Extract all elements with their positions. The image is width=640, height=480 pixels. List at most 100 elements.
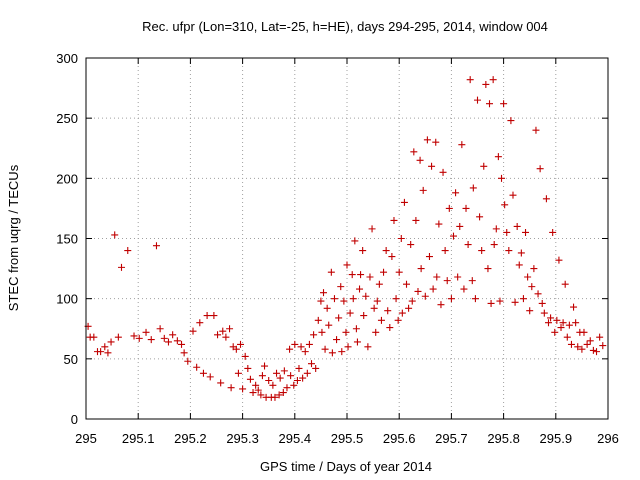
data-point bbox=[555, 256, 563, 264]
data-point bbox=[394, 316, 402, 324]
y-tick-label: 100 bbox=[56, 292, 78, 307]
data-point bbox=[433, 273, 441, 281]
data-point bbox=[310, 331, 318, 339]
x-tick-label: 295 bbox=[75, 431, 97, 446]
data-point bbox=[297, 343, 305, 351]
data-point bbox=[403, 280, 411, 288]
data-point bbox=[344, 343, 352, 351]
data-point bbox=[241, 352, 249, 360]
data-point bbox=[496, 297, 504, 305]
data-point bbox=[500, 100, 508, 108]
data-point bbox=[435, 220, 443, 228]
data-point bbox=[538, 299, 546, 307]
data-point bbox=[237, 340, 245, 348]
data-point bbox=[511, 298, 519, 306]
data-point bbox=[447, 295, 455, 303]
data-point bbox=[328, 349, 336, 357]
data-point bbox=[273, 369, 281, 377]
data-point bbox=[423, 136, 431, 144]
data-point bbox=[135, 334, 143, 342]
data-point bbox=[217, 379, 225, 387]
data-point bbox=[244, 364, 252, 372]
data-point bbox=[295, 364, 303, 372]
data-point bbox=[351, 237, 359, 245]
data-point bbox=[513, 222, 521, 230]
data-point bbox=[357, 271, 365, 279]
data-point bbox=[469, 184, 477, 192]
data-point bbox=[561, 280, 569, 288]
data-point bbox=[441, 247, 449, 255]
data-point bbox=[124, 247, 132, 255]
data-point bbox=[519, 295, 527, 303]
data-point bbox=[104, 349, 112, 357]
data-point bbox=[340, 297, 348, 305]
data-point bbox=[290, 381, 298, 389]
data-point bbox=[432, 138, 440, 146]
data-point bbox=[293, 376, 301, 384]
data-point bbox=[486, 100, 494, 108]
data-point bbox=[542, 195, 550, 203]
data-point bbox=[384, 307, 392, 315]
data-point bbox=[226, 325, 234, 333]
data-point bbox=[308, 360, 316, 368]
data-point bbox=[178, 340, 186, 348]
data-point bbox=[323, 304, 331, 312]
data-point bbox=[362, 292, 370, 300]
x-tick-label: 295.5 bbox=[331, 431, 364, 446]
x-tick-label: 295.8 bbox=[487, 431, 520, 446]
data-point bbox=[565, 321, 573, 329]
data-point bbox=[449, 232, 457, 240]
data-point bbox=[286, 345, 294, 353]
data-point bbox=[338, 348, 346, 356]
data-point bbox=[398, 309, 406, 317]
data-point bbox=[299, 374, 307, 382]
data-point bbox=[462, 204, 470, 212]
data-point bbox=[330, 295, 338, 303]
data-point bbox=[321, 345, 329, 353]
data-point bbox=[352, 325, 360, 333]
data-point bbox=[419, 186, 427, 194]
data-point bbox=[567, 340, 575, 348]
data-point bbox=[478, 247, 486, 255]
data-point bbox=[372, 328, 380, 336]
data-point bbox=[111, 231, 119, 239]
data-point bbox=[596, 333, 604, 341]
data-point bbox=[101, 343, 109, 351]
data-point bbox=[327, 268, 335, 276]
data-point bbox=[246, 375, 254, 383]
data-point bbox=[249, 389, 257, 397]
data-point bbox=[333, 336, 341, 344]
data-point bbox=[189, 327, 197, 335]
data-point bbox=[360, 312, 368, 320]
data-point bbox=[314, 316, 322, 324]
data-point bbox=[320, 289, 328, 297]
data-point bbox=[184, 357, 192, 365]
data-point bbox=[257, 391, 265, 399]
data-point bbox=[265, 376, 273, 384]
data-point bbox=[349, 295, 357, 303]
data-point bbox=[407, 241, 415, 249]
data-point bbox=[489, 76, 497, 84]
data-point bbox=[547, 314, 555, 322]
data-point bbox=[428, 162, 436, 170]
data-point bbox=[160, 334, 168, 342]
data-point bbox=[586, 337, 594, 345]
data-point bbox=[570, 303, 578, 311]
data-point bbox=[490, 241, 498, 249]
data-point bbox=[482, 80, 490, 88]
data-point bbox=[466, 76, 474, 84]
data-point bbox=[454, 273, 462, 281]
data-point bbox=[593, 348, 601, 356]
x-tick-label: 295.6 bbox=[383, 431, 416, 446]
data-point bbox=[540, 309, 548, 317]
data-point bbox=[471, 295, 479, 303]
data-point bbox=[346, 309, 354, 317]
data-point bbox=[452, 189, 460, 197]
data-point bbox=[522, 228, 530, 236]
data-point bbox=[325, 321, 333, 329]
chart-title: Rec. ufpr (Lon=310, Lat=-25, h=HE), days… bbox=[142, 19, 548, 34]
data-point bbox=[303, 369, 311, 377]
grid-lines bbox=[86, 58, 608, 419]
data-point bbox=[515, 261, 523, 269]
data-point bbox=[487, 299, 495, 307]
